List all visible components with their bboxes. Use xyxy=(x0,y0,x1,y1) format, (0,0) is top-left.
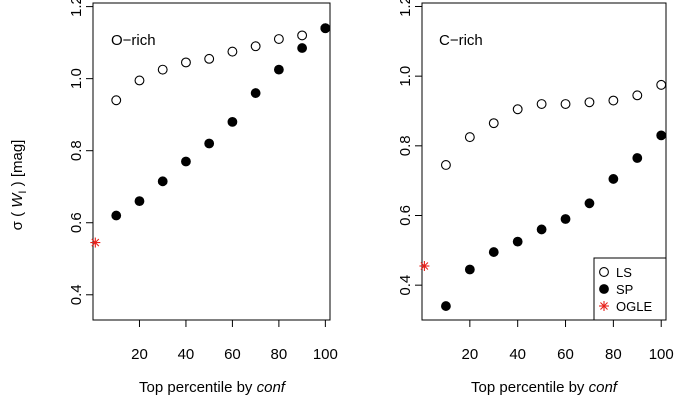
x-tick-label: 60 xyxy=(224,346,241,363)
data-point-sp xyxy=(464,264,475,275)
data-point-ls xyxy=(608,95,619,106)
data-point-ls xyxy=(227,46,238,57)
data-point-sp xyxy=(273,64,284,75)
data-point-sp xyxy=(157,176,168,187)
data-point-sp xyxy=(441,301,451,311)
data-point-ogle xyxy=(419,261,430,272)
y-tick-label: 0.4 xyxy=(68,284,85,305)
y-tick-label: 0.8 xyxy=(397,135,414,156)
y-axis: 0.4 0.6 0.8 1.0 1.2 xyxy=(68,0,93,305)
data-point-ls xyxy=(560,99,571,109)
panel-title: C−rich xyxy=(439,32,483,49)
x-axis-label-text: Top percentile by xyxy=(139,379,257,396)
legend-label: SP xyxy=(616,282,633,297)
data-points xyxy=(90,23,331,248)
x-axis: 20 40 60 80 100 xyxy=(461,320,674,363)
data-point-ls xyxy=(111,95,122,106)
data-point-sp xyxy=(320,23,331,34)
data-point-sp xyxy=(111,210,122,221)
data-point-sp xyxy=(227,116,238,127)
data-point-sp xyxy=(297,43,308,53)
data-point-ls xyxy=(440,160,451,170)
data-point-sp xyxy=(204,138,215,149)
legend-label: LS xyxy=(616,265,632,280)
data-point-ls xyxy=(204,53,215,64)
y-tick-label: 1.0 xyxy=(397,66,414,87)
data-point-ogle xyxy=(90,237,101,248)
data-point-ls xyxy=(250,41,261,52)
data-point-sp xyxy=(584,198,595,209)
data-point-ls xyxy=(536,99,547,109)
x-tick-label: 20 xyxy=(131,346,148,363)
x-tick-label: 80 xyxy=(605,346,622,363)
data-point-ls xyxy=(584,97,595,108)
panel-o-rich: O−rich 0.4 0.6 0.8 1.0 1.2 20 40 60 80 100 Top p… xyxy=(68,0,338,396)
x-axis-label: Top percentile by conf xyxy=(471,379,619,396)
data-point-ls xyxy=(273,34,284,44)
panel-c-rich: C−rich 0.4 0.6 0.8 1.0 1.2 20 40 60 80 100 Top p… xyxy=(397,0,674,396)
x-axis-label-italic: conf xyxy=(589,379,619,396)
data-point-sp xyxy=(632,153,643,163)
plot-frame xyxy=(92,2,331,321)
data-point-ls xyxy=(134,75,145,86)
x-axis: 20 40 60 80 100 xyxy=(131,320,338,363)
data-point-sp xyxy=(560,214,571,224)
x-tick-label: 100 xyxy=(313,346,338,363)
y-tick-label: 1.2 xyxy=(397,0,414,17)
data-point-sp xyxy=(134,196,145,207)
data-point-ls xyxy=(488,118,499,129)
data-point-sp xyxy=(181,156,191,167)
data-point-ls xyxy=(656,79,667,90)
y-tick-label: 0.8 xyxy=(68,140,85,161)
y-axis-label-w: W xyxy=(9,192,26,208)
legend: LS SP OGLE xyxy=(593,257,667,321)
panel-title: O−rich xyxy=(111,32,156,49)
y-tick-label: 1.0 xyxy=(68,68,85,89)
data-point-sp xyxy=(512,236,523,247)
data-point-sp xyxy=(488,247,499,257)
data-points xyxy=(419,79,667,311)
y-tick-label: 1.2 xyxy=(68,0,85,17)
x-tick-label: 40 xyxy=(509,346,526,363)
legend-marker-ls xyxy=(599,267,609,277)
data-point-ls xyxy=(180,57,191,68)
legend-marker-sp xyxy=(599,284,609,294)
y-axis-label-sub: I xyxy=(17,191,29,194)
y-axis-label-close: ) [mag] xyxy=(9,140,26,191)
x-tick-label: 100 xyxy=(649,346,674,363)
y-axis-label-open: ( xyxy=(9,208,26,221)
y-tick-label: 0.4 xyxy=(397,275,414,296)
legend-label: OGLE xyxy=(616,299,652,314)
data-point-ls xyxy=(464,132,475,143)
y-axis-label: σ ( WI ) [mag] xyxy=(9,140,29,231)
legend-marker-ogle xyxy=(599,301,609,311)
y-tick-label: 0.6 xyxy=(68,212,85,233)
data-point-sp xyxy=(250,88,261,98)
x-tick-label: 40 xyxy=(178,346,195,363)
x-tick-label: 20 xyxy=(461,346,478,363)
data-point-sp xyxy=(536,224,547,235)
x-axis-label: Top percentile by conf xyxy=(139,379,287,396)
x-axis-label-text: Top percentile by xyxy=(471,379,589,396)
y-tick-label: 0.6 xyxy=(397,205,414,226)
plot-frame xyxy=(421,2,667,321)
y-axis: 0.4 0.6 0.8 1.0 1.2 xyxy=(397,0,422,296)
data-point-ls xyxy=(297,30,308,41)
x-axis-label-italic: conf xyxy=(257,379,287,396)
data-point-sp xyxy=(656,130,667,141)
x-tick-label: 80 xyxy=(271,346,288,363)
data-point-sp xyxy=(608,174,619,184)
x-tick-label: 60 xyxy=(557,346,574,363)
data-point-ls xyxy=(157,64,168,75)
data-point-ls xyxy=(512,104,523,115)
y-axis-label-sigma: σ xyxy=(9,220,26,230)
data-point-ls xyxy=(632,90,643,101)
